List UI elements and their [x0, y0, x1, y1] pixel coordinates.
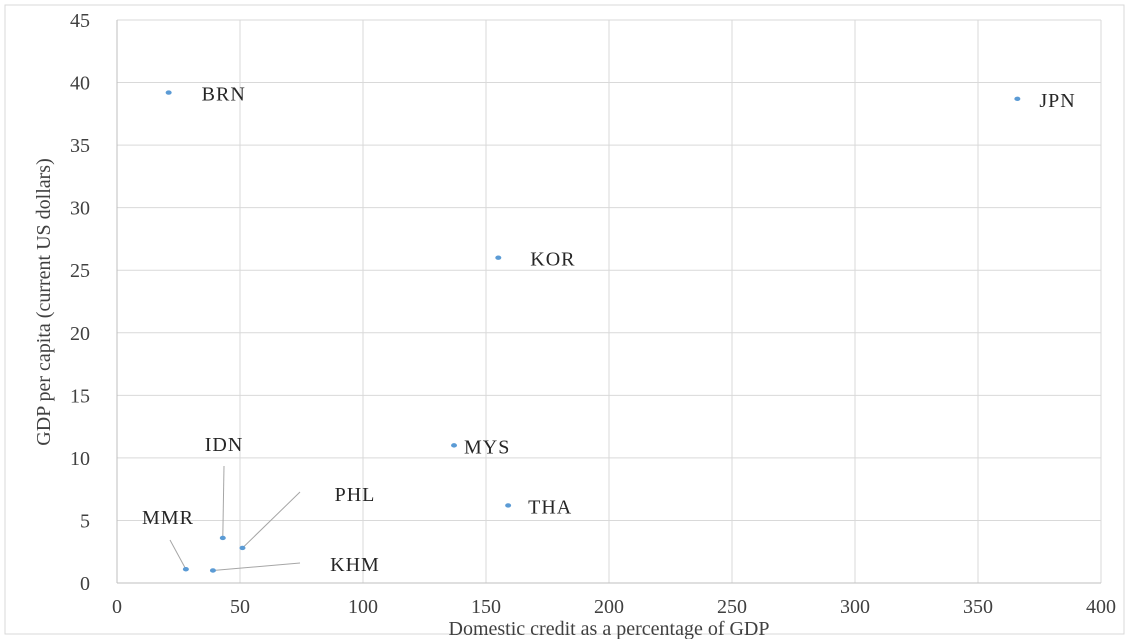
x-tick-label: 250 [717, 596, 747, 618]
y-tick-label: 35 [70, 135, 90, 157]
leader-line-phl [242, 491, 301, 549]
leader-line-mmr [169, 539, 187, 570]
point-label-mys: MYS [464, 436, 510, 458]
point-label-kor: KOR [530, 249, 575, 271]
leader-line-khm [212, 562, 301, 571]
point-label-brn: BRN [202, 84, 246, 106]
point-label-tha: THA [528, 496, 572, 518]
x-tick-label: 50 [230, 596, 250, 618]
point-label-phl: PHL [335, 484, 376, 506]
x-tick-label: 400 [1086, 596, 1116, 618]
point-label-mmr: MMR [142, 507, 194, 529]
y-tick-label: 10 [70, 448, 90, 470]
chart-frame [4, 4, 1125, 635]
y-tick-label: 20 [70, 323, 90, 345]
leader-lines [169, 465, 301, 571]
y-tick-label: 25 [70, 260, 90, 282]
y-tick-label: 45 [70, 10, 90, 32]
data-point-jpn [1014, 96, 1021, 102]
axes [116, 20, 1101, 584]
tick-labels: 0 5 10 15 20 25 30 35 40 45 0 50 100 150 200 250 300 350 4… [70, 10, 1116, 618]
y-tick-label: 30 [70, 198, 90, 220]
y-tick-label: 0 [80, 573, 90, 595]
data-point-khm [209, 568, 216, 573]
x-tick-label: 100 [348, 596, 378, 618]
x-tick-label: 0 [112, 596, 122, 618]
data-point-tha [505, 503, 512, 508]
data-point-kor [495, 255, 502, 260]
point-label-idn: IDN [205, 434, 244, 456]
leader-line-idn [222, 465, 225, 538]
data-point-mys [451, 443, 458, 448]
data-point-phl [239, 545, 246, 551]
y-tick-label: 40 [70, 73, 90, 95]
x-tick-label: 200 [594, 596, 624, 618]
x-tick-label: 150 [471, 596, 501, 618]
data-point-mmr [182, 567, 189, 572]
x-tick-label: 300 [840, 596, 870, 618]
data-point-brn [165, 90, 172, 95]
x-axis-title: Domestic credit as a percentage of GDP [449, 618, 770, 639]
point-label-khm: KHM [330, 554, 380, 576]
point-labels: BRN JPN KOR MYS THA IDN PHL MMR KHM [142, 84, 1075, 576]
y-tick-label: 5 [80, 510, 90, 532]
data-points [165, 90, 1021, 573]
y-tick-label: 15 [70, 385, 90, 407]
x-tick-label: 350 [963, 596, 993, 618]
gridlines [117, 19, 1102, 583]
y-axis-title: GDP per capita (current US dollars) [33, 158, 55, 446]
data-point-idn [219, 535, 226, 541]
point-label-jpn: JPN [1039, 90, 1075, 112]
